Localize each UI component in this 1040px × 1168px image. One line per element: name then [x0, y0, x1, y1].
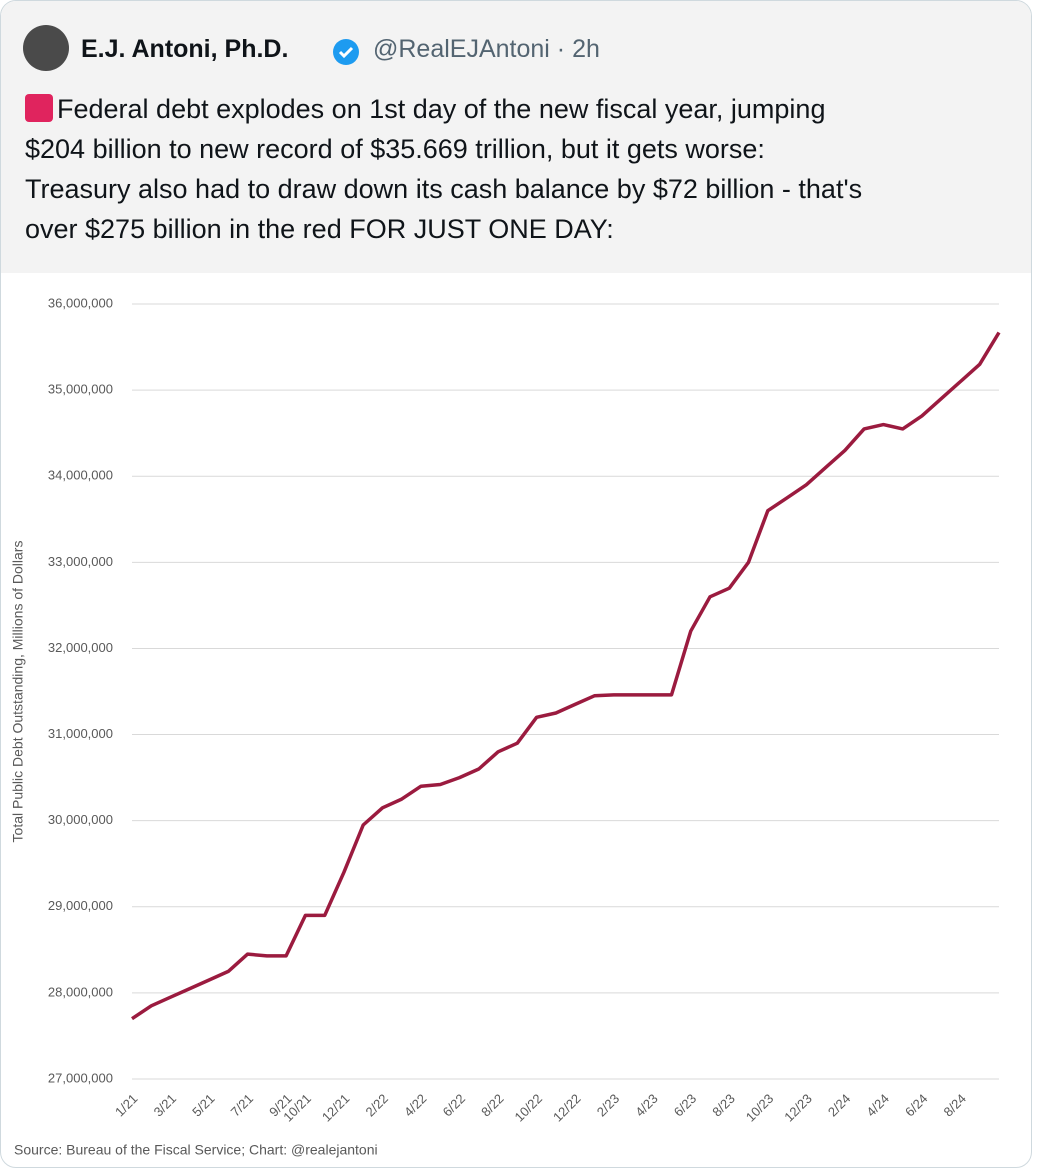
time[interactable]: 2h	[572, 35, 600, 63]
y-tick-label: 30,000,000	[48, 812, 113, 827]
x-tick-label: 8/22	[478, 1091, 507, 1120]
tweet-line-text: Treasury also had to draw down its cash …	[25, 174, 863, 204]
tweet-header: E.J. Antoni, Ph.D. @RealEJAntoni · 2h Fe…	[1, 1, 1031, 273]
verified-badge	[333, 39, 359, 65]
x-tick-label: 5/21	[189, 1091, 218, 1120]
x-tick-label: 2/24	[825, 1091, 854, 1120]
y-tick-label: 27,000,000	[48, 1070, 113, 1085]
x-tick-label: 4/23	[632, 1091, 661, 1120]
x-tick-label: 12/21	[319, 1091, 353, 1125]
x-tick-label: 10/23	[743, 1091, 777, 1125]
author-name[interactable]: E.J. Antoni, Ph.D.	[81, 35, 289, 63]
y-tick-label: 36,000,000	[48, 295, 113, 310]
tweet-line: Treasury also had to draw down its cash …	[25, 169, 862, 209]
y-tick-label: 29,000,000	[48, 898, 113, 913]
tweet-meta: @RealEJAntoni · 2h	[373, 35, 600, 63]
x-tick-label: 6/22	[440, 1091, 469, 1120]
tweet-line-text: Federal debt explodes on 1st day of the …	[57, 94, 826, 124]
x-tick-label: 8/23	[709, 1091, 738, 1120]
x-tick-label: 8/24	[941, 1091, 970, 1120]
x-tick-label: 7/21	[228, 1091, 257, 1120]
y-axis-label: Total Public Debt Outstanding, Millions …	[10, 541, 26, 843]
tweet-line: Federal debt explodes on 1st day of the …	[25, 89, 862, 129]
y-tick-label: 34,000,000	[48, 468, 113, 483]
x-tick-label: 10/22	[512, 1091, 546, 1125]
debt-line	[131, 331, 1001, 1021]
tweet-line-text: over $275 billion in the red FOR JUST ON…	[25, 214, 614, 244]
y-tick-label: 32,000,000	[48, 640, 113, 655]
x-tick-label: 4/24	[863, 1091, 892, 1120]
x-tick-label: 3/21	[151, 1091, 180, 1120]
x-tick-label: 12/22	[550, 1091, 584, 1125]
chart: 27,000,000 28,000,000 29,000,000 30,000,000…	[10, 295, 1001, 1158]
x-tick-label: 2/23	[594, 1091, 623, 1120]
source-note: Source: Bureau of the Fiscal Service; Ch…	[14, 1142, 378, 1158]
avatar[interactable]	[23, 25, 69, 71]
tweet-text: Federal debt explodes on 1st day of the …	[25, 89, 862, 249]
x-tick-label: 6/24	[902, 1091, 931, 1120]
y-tick-label: 33,000,000	[48, 554, 113, 569]
y-tick-label: 31,000,000	[48, 726, 113, 741]
tweet-line: $204 billion to new record of $35.669 tr…	[25, 129, 862, 169]
y-tick-label: 28,000,000	[48, 984, 113, 999]
siren-emoji	[25, 94, 53, 122]
tweet-line-text: $204 billion to new record of $35.669 tr…	[25, 134, 765, 164]
y-tick-label: 35,000,000	[48, 382, 113, 397]
x-tick-label: 1/21	[112, 1091, 141, 1120]
x-tick-label: 2/22	[363, 1091, 392, 1120]
x-tick-label: 6/23	[671, 1091, 700, 1120]
x-tick-label: 4/22	[401, 1091, 430, 1120]
x-tick-label: 12/23	[781, 1091, 815, 1125]
tweet-line: over $275 billion in the red FOR JUST ON…	[25, 209, 862, 249]
handle[interactable]: @RealEJAntoni	[373, 35, 550, 63]
